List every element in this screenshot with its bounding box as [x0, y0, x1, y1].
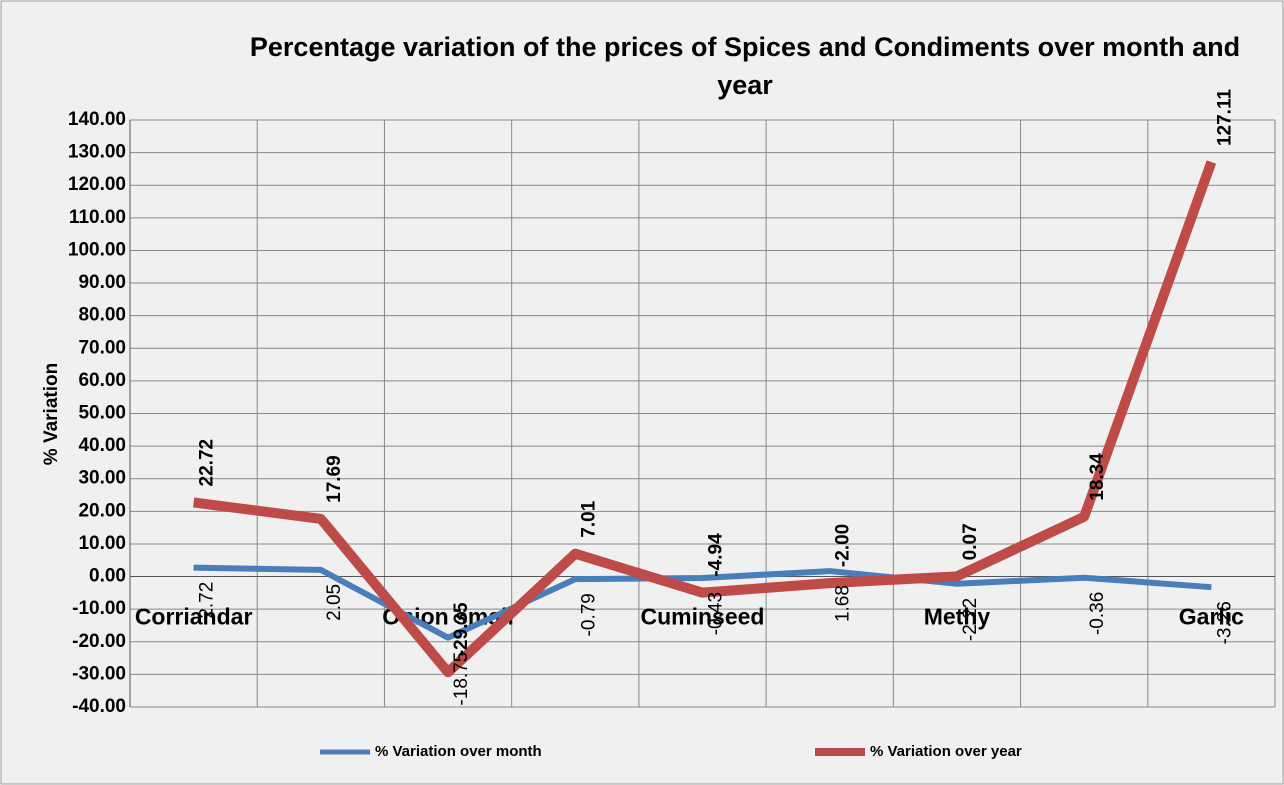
- data-label: -4.94: [706, 533, 727, 577]
- y-tick-label: 0.00: [89, 566, 126, 587]
- data-label: 7.01: [578, 500, 599, 537]
- data-label: -2.22: [960, 598, 981, 641]
- y-tick-label: 110.00: [69, 207, 126, 228]
- data-label: 127.11: [1214, 89, 1235, 146]
- data-label: 2.05: [324, 584, 345, 621]
- data-label: 1.68: [833, 585, 854, 622]
- legend-label: % Variation over month: [375, 743, 542, 760]
- y-tick-label: 30.00: [78, 468, 126, 489]
- y-tick-label: 10.00: [78, 533, 126, 554]
- data-label: -29.35: [451, 602, 472, 656]
- y-tick-label: 70.00: [78, 337, 126, 358]
- y-tick-label: -40.00: [72, 696, 126, 717]
- data-label: -18.75: [451, 652, 472, 706]
- data-label: -2.00: [833, 524, 854, 567]
- y-axis-label: % Variation: [41, 363, 62, 465]
- chart-title: Percentage variation of the prices of Sp…: [249, 32, 1241, 100]
- y-tick-label: 80.00: [78, 305, 126, 326]
- x-tick-label: Methy: [924, 604, 991, 630]
- y-tick-label: 130.00: [68, 142, 126, 163]
- data-label: 2.72: [197, 582, 218, 619]
- y-tick-label: 100.00: [68, 239, 126, 260]
- y-tick-label: 60.00: [78, 370, 126, 391]
- y-tick-label: -30.00: [72, 663, 126, 684]
- data-label: -0.79: [578, 593, 599, 636]
- y-tick-label: -10.00: [72, 598, 126, 619]
- data-label: 0.07: [960, 523, 981, 560]
- data-label: 17.69: [324, 455, 345, 503]
- y-tick-label: 50.00: [78, 403, 126, 424]
- x-tick-label: Garlic: [1179, 604, 1244, 630]
- y-tick-label: 140.00: [68, 109, 126, 130]
- data-label: -3.26: [1214, 601, 1235, 644]
- y-tick-label: 40.00: [78, 435, 126, 456]
- y-tick-label: 90.00: [78, 272, 126, 293]
- y-tick-label: 120.00: [68, 174, 126, 195]
- title-box: Percentage variation of the prices of Sp…: [249, 32, 1241, 100]
- data-label: -0.36: [1087, 592, 1108, 635]
- data-label: 22.72: [197, 439, 218, 487]
- x-tick-label: Cuminseed: [641, 604, 765, 630]
- y-tick-label: 20.00: [78, 500, 126, 521]
- y-tick-label: -20.00: [72, 631, 126, 652]
- series-line: [193, 564, 1212, 641]
- x-tick-label: Corriandar: [135, 604, 253, 630]
- data-label: -0.43: [706, 592, 727, 635]
- legend-label: % Variation over year: [870, 743, 1022, 760]
- data-label: 18.34: [1087, 453, 1108, 501]
- series-line: [192, 160, 1217, 678]
